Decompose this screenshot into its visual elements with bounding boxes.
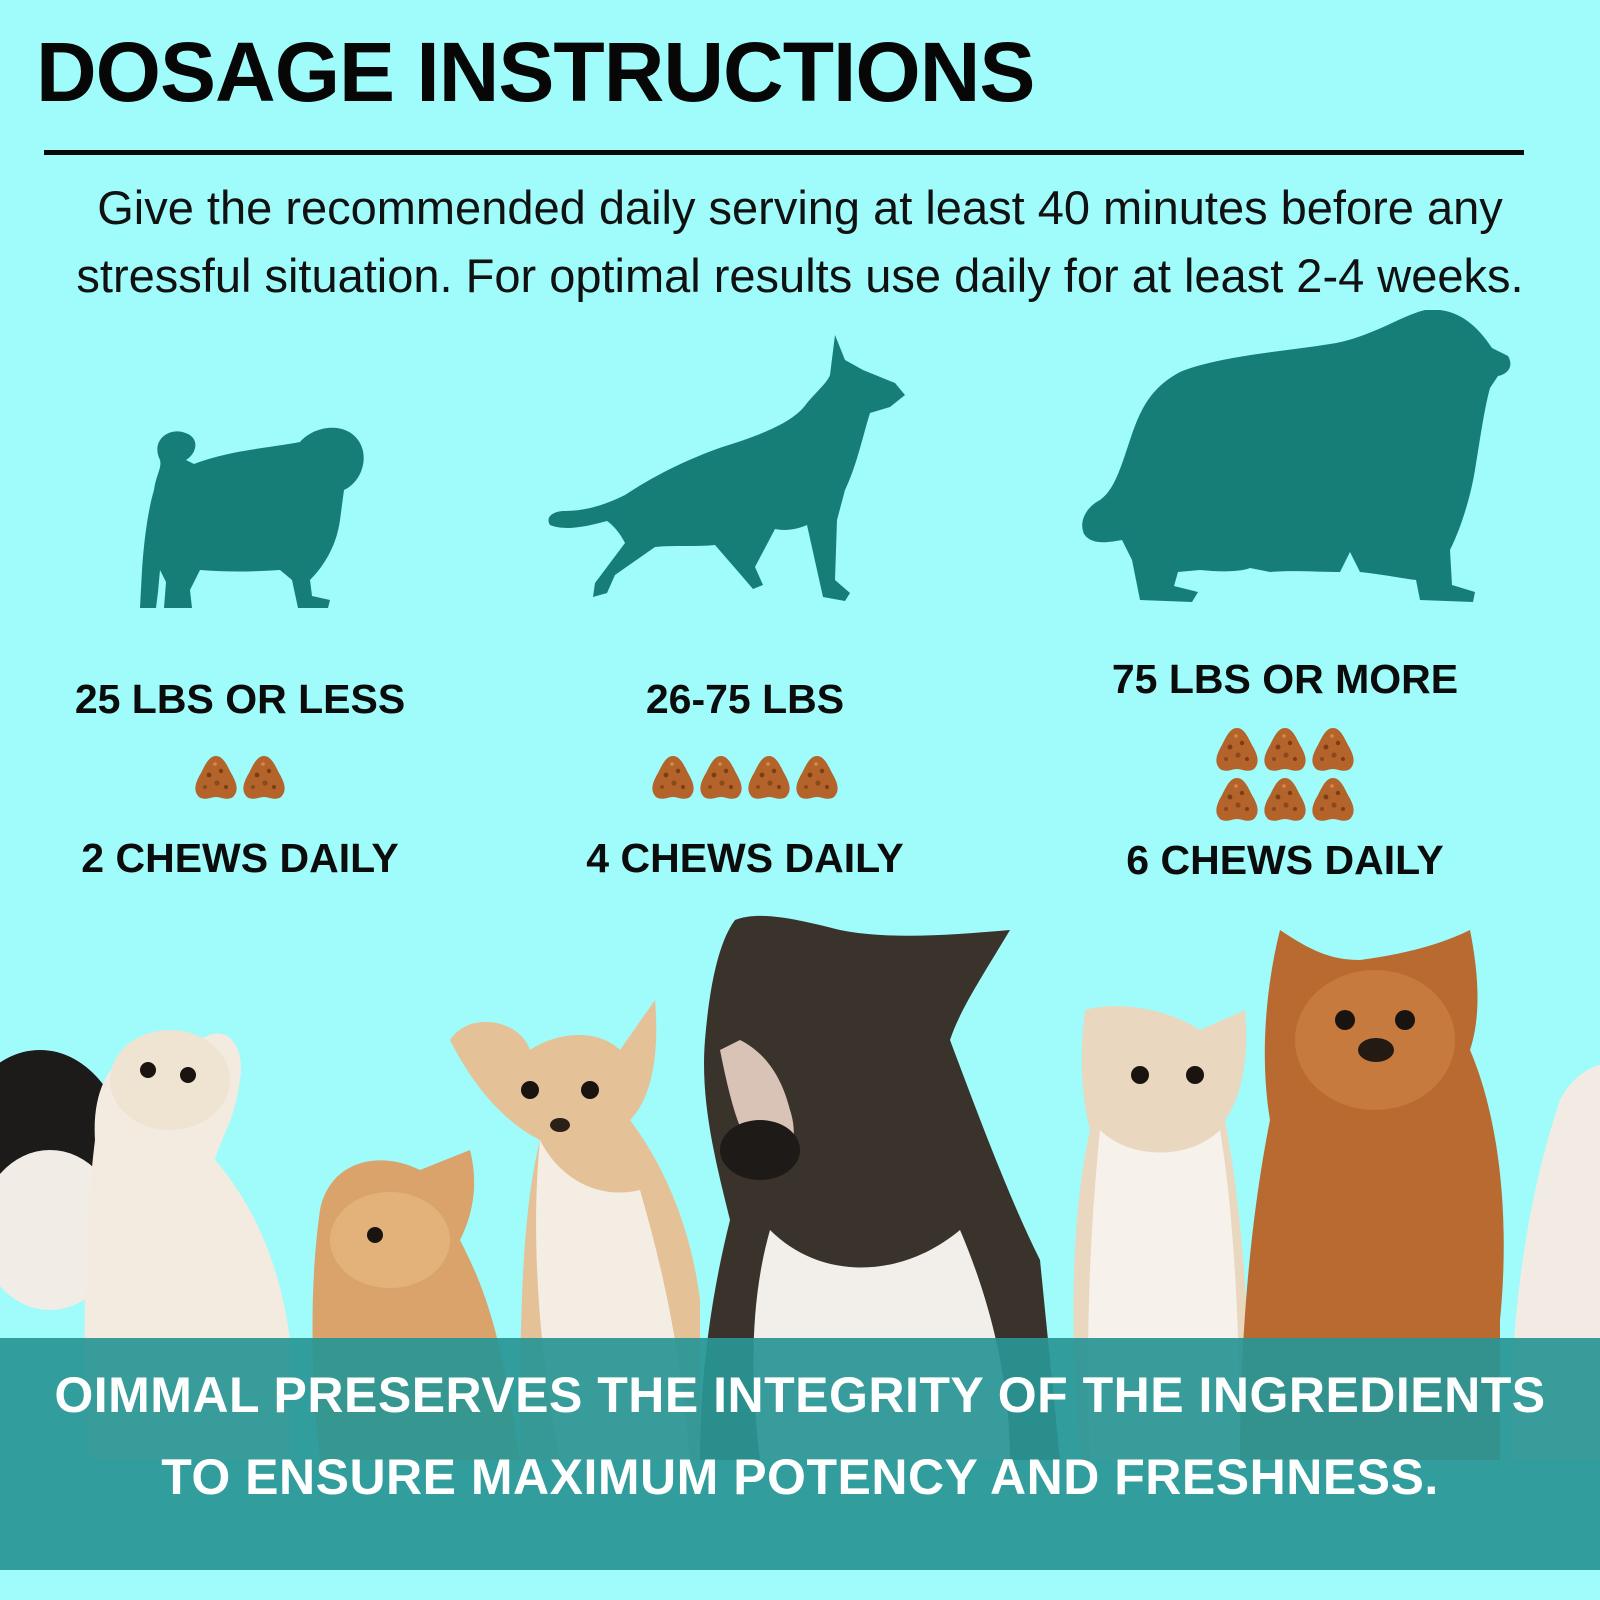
chew-icon <box>195 756 237 799</box>
dosage-small: 25 LBS OR LESS 2 CHEWS DAILY <box>0 676 480 882</box>
chew-icon <box>1264 728 1306 771</box>
medium-dog-silhouette-icon <box>548 335 905 601</box>
chew-icon <box>748 756 790 799</box>
chew-icon <box>700 756 742 799</box>
chew-icon <box>1216 778 1258 821</box>
weight-range: 75 LBS OR MORE <box>1111 656 1459 702</box>
chew-group <box>645 753 845 803</box>
intro-line-2: stressful situation. For optimal results… <box>76 249 1524 302</box>
title-divider <box>44 150 1524 155</box>
weight-range: 26-75 LBS <box>645 676 845 722</box>
intro-text: Give the recommended daily serving at le… <box>20 174 1580 310</box>
bottom-banner: OIMMAL PRESERVES THE INTEGRITY OF THE IN… <box>0 1338 1600 1570</box>
dosage-large: 75 LBS OR MORE 6 CHEWS DAILY <box>1045 656 1525 884</box>
chew-group <box>1210 725 1360 825</box>
chew-icon <box>1312 778 1354 821</box>
chew-group <box>185 753 295 803</box>
banner-line-1: OIMMAL PRESERVES THE INTEGRITY OF THE IN… <box>54 1367 1546 1423</box>
chew-icon <box>1216 728 1258 771</box>
weight-range: 25 LBS OR LESS <box>74 676 406 722</box>
chew-icon <box>796 756 838 799</box>
large-dog-silhouette-icon <box>1082 310 1511 602</box>
chew-icon <box>1312 728 1354 771</box>
chew-icon <box>1264 778 1306 821</box>
banner-line-2: TO ENSURE MAXIMUM POTENCY AND FRESHNESS. <box>161 1449 1439 1505</box>
chew-icon <box>243 756 285 799</box>
dosage-medium: 26-75 LBS 4 CHEWS DAILY <box>505 676 985 882</box>
small-dog-silhouette-icon <box>140 427 364 608</box>
daily-chews-label: 2 CHEWS DAILY <box>81 835 399 881</box>
daily-chews-label: 4 CHEWS DAILY <box>586 835 904 881</box>
daily-chews-label: 6 CHEWS DAILY <box>1126 837 1444 883</box>
chew-icon <box>652 756 694 799</box>
page-title: DOSAGE INSTRUCTIONS <box>36 25 1035 119</box>
intro-line-1: Give the recommended daily serving at le… <box>97 181 1503 234</box>
